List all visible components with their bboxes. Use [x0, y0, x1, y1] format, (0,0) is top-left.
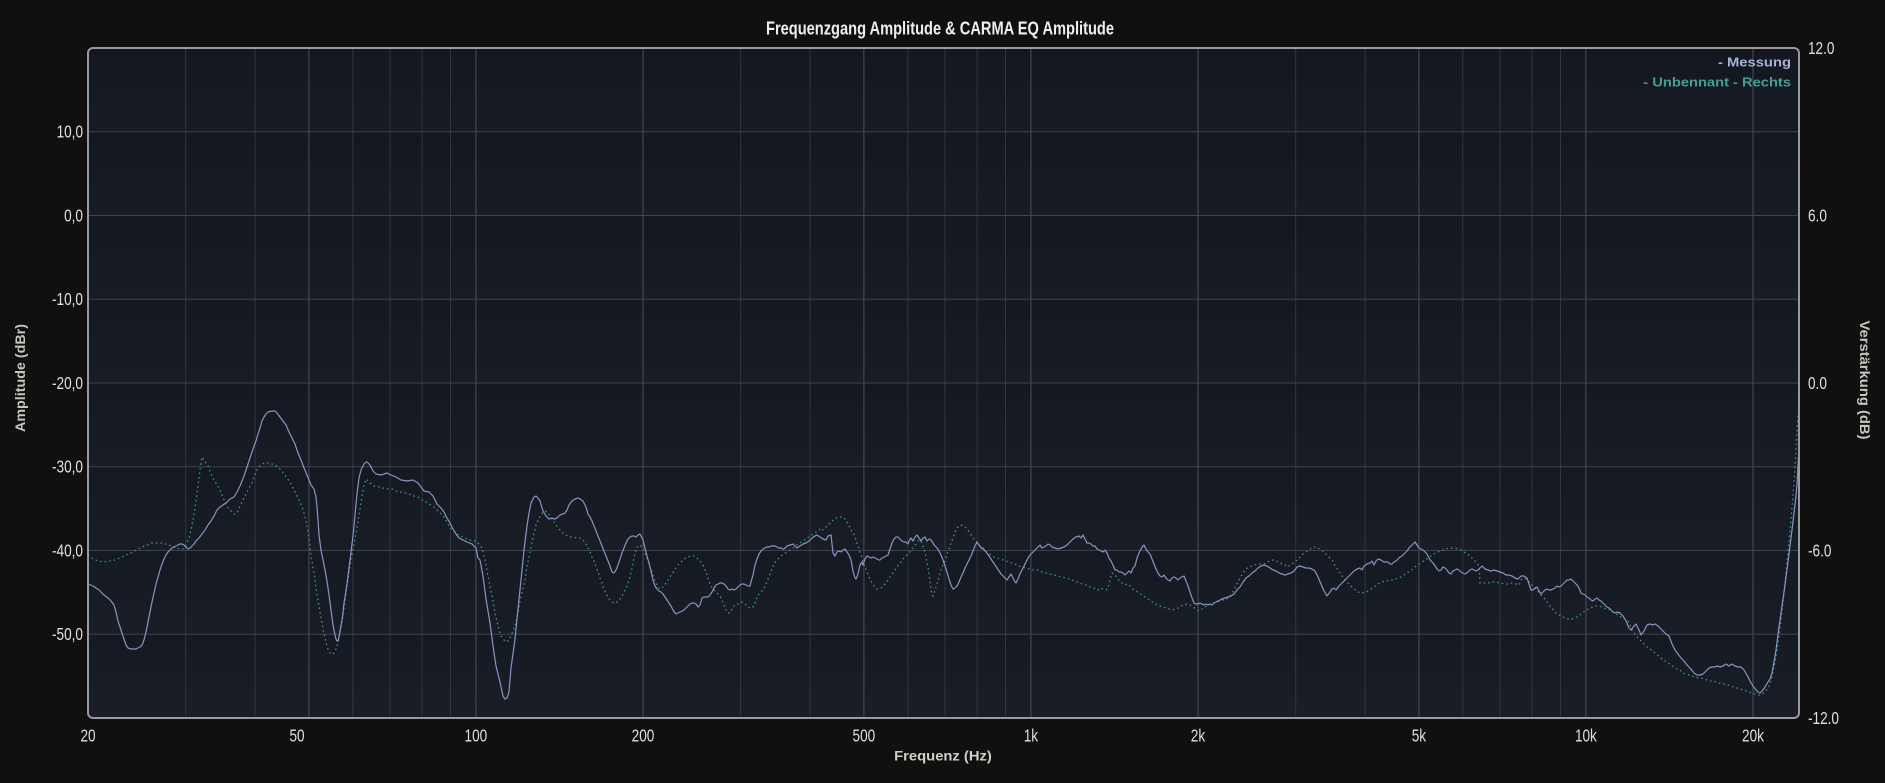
- svg-text:0,0: 0,0: [64, 205, 83, 225]
- svg-text:100: 100: [465, 725, 488, 745]
- svg-text:20k: 20k: [1742, 725, 1764, 745]
- svg-text:-30,0: -30,0: [52, 457, 83, 477]
- svg-text:Amplitude (dBr): Amplitude (dBr): [12, 324, 28, 432]
- svg-text:12.0: 12.0: [1808, 38, 1835, 58]
- svg-text:5k: 5k: [1412, 725, 1427, 745]
- svg-text:-40,0: -40,0: [52, 540, 83, 560]
- svg-text:2k: 2k: [1191, 725, 1206, 745]
- svg-text:50: 50: [289, 725, 304, 745]
- svg-text:Frequenz (Hz): Frequenz (Hz): [894, 747, 992, 763]
- svg-text:20: 20: [80, 725, 95, 745]
- svg-text:-12.0: -12.0: [1808, 708, 1839, 728]
- svg-text:Verstärkung (dB): Verstärkung (dB): [1857, 321, 1873, 440]
- svg-text:200: 200: [632, 725, 655, 745]
- svg-text:-6.0: -6.0: [1808, 540, 1832, 560]
- svg-text:-10,0: -10,0: [52, 289, 83, 309]
- svg-text:-50,0: -50,0: [52, 624, 83, 644]
- svg-text:0.0: 0.0: [1808, 373, 1827, 393]
- svg-text:Frequenzgang Amplitude & CARMA: Frequenzgang Amplitude & CARMA EQ Amplit…: [766, 19, 1114, 39]
- svg-text:10k: 10k: [1575, 725, 1597, 745]
- svg-text:500: 500: [853, 725, 876, 745]
- svg-text:1k: 1k: [1024, 725, 1039, 745]
- svg-text:- Unbennant - Rechts: - Unbennant - Rechts: [1643, 74, 1791, 89]
- svg-text:6.0: 6.0: [1808, 205, 1827, 225]
- svg-text:10,0: 10,0: [57, 122, 84, 142]
- svg-text:- Messung: - Messung: [1718, 55, 1791, 70]
- svg-text:-20,0: -20,0: [52, 373, 83, 393]
